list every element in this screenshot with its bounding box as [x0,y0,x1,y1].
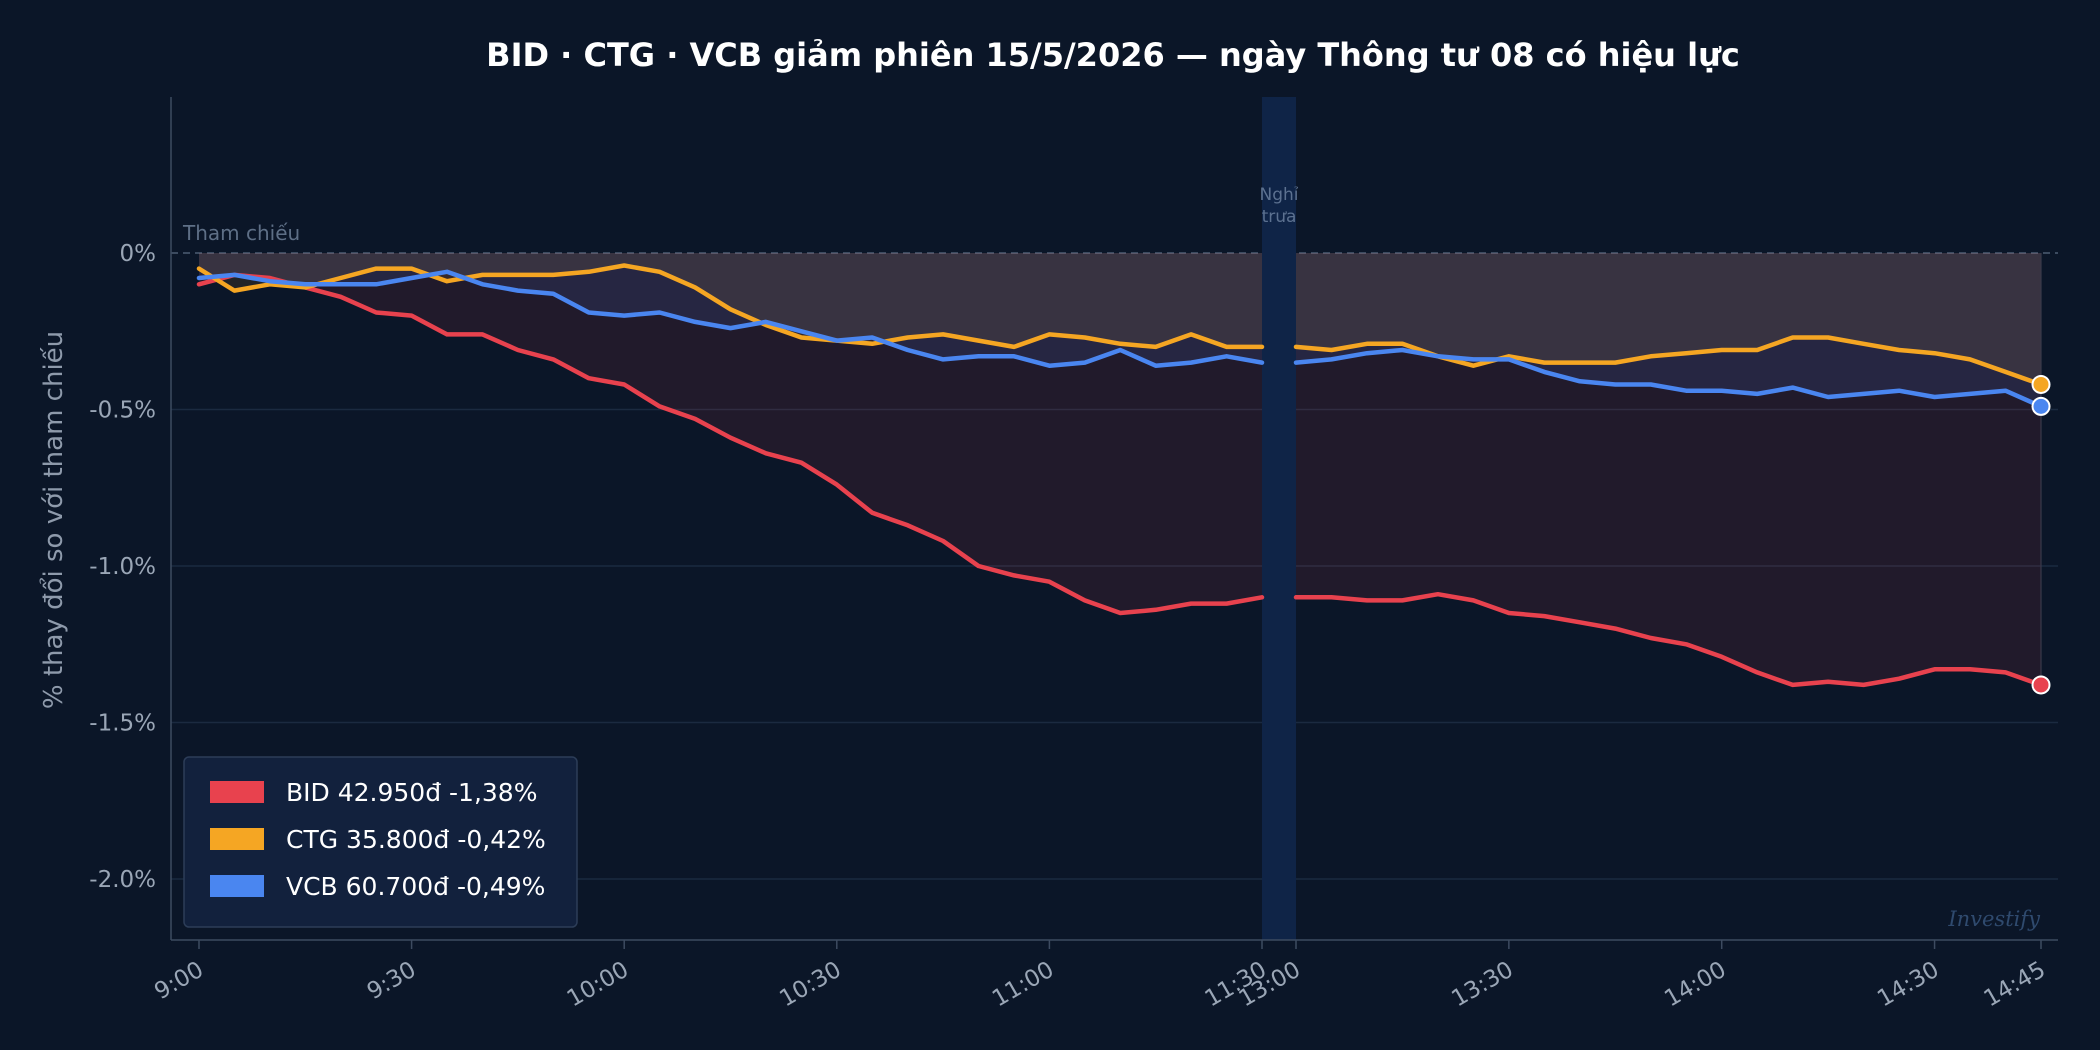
legend-layer: BID 42.950đ -1,38% CTG 35.800đ -0,42% VCB … [183,756,578,928]
series-line-bid [1293,591,2044,688]
series-line-vcb [1293,347,2044,409]
y-tick-label: -2.0% [89,867,156,893]
y-axis-label: % thay đổi so với tham chiếu [38,331,69,709]
area-fill-vcb [1296,253,2041,407]
series-line-ctg [1293,335,2044,387]
watermark: Investify [1947,907,2041,931]
y-tick-label: -0.5% [89,398,156,424]
break-label-line2: trưa [1262,207,1297,227]
legend-swatch-bid [210,781,264,803]
series-line-ctg [196,263,1265,350]
lunch-break-band [1262,97,1296,940]
y-tick-label: -1.0% [89,554,156,580]
legend-label-bid: BID 42.950đ -1,38% [286,778,537,807]
marker-layer [2031,374,2051,695]
grid-layer [171,252,2058,880]
series-line-bid [196,272,1265,616]
break-layer [1262,97,1296,940]
end-marker-ctg [2031,374,2051,394]
legend-label-vcb: VCB 60.700đ -0,49% [286,872,545,901]
area-fill-ctg [1296,253,2041,385]
y-tick-label: 0% [120,241,157,267]
end-marker-vcb [2031,396,2051,416]
break-label-line1: Nghỉ [1259,185,1298,205]
chart-title: BID · CTG · VCB giảm phiên 15/5/2026 — n… [486,36,1740,74]
legend-box [183,756,578,928]
fill-layer [199,253,2042,685]
series-line-vcb [196,269,1265,368]
reference-label: Tham chiếu [182,221,300,245]
legend-swatch-ctg [210,828,264,850]
y-tick-label: -1.5% [89,711,156,737]
line-layer [196,263,2044,688]
legend-swatch-vcb [210,875,264,897]
end-marker-bid [2031,675,2051,695]
legend-label-ctg: CTG 35.800đ -0,42% [286,825,546,854]
